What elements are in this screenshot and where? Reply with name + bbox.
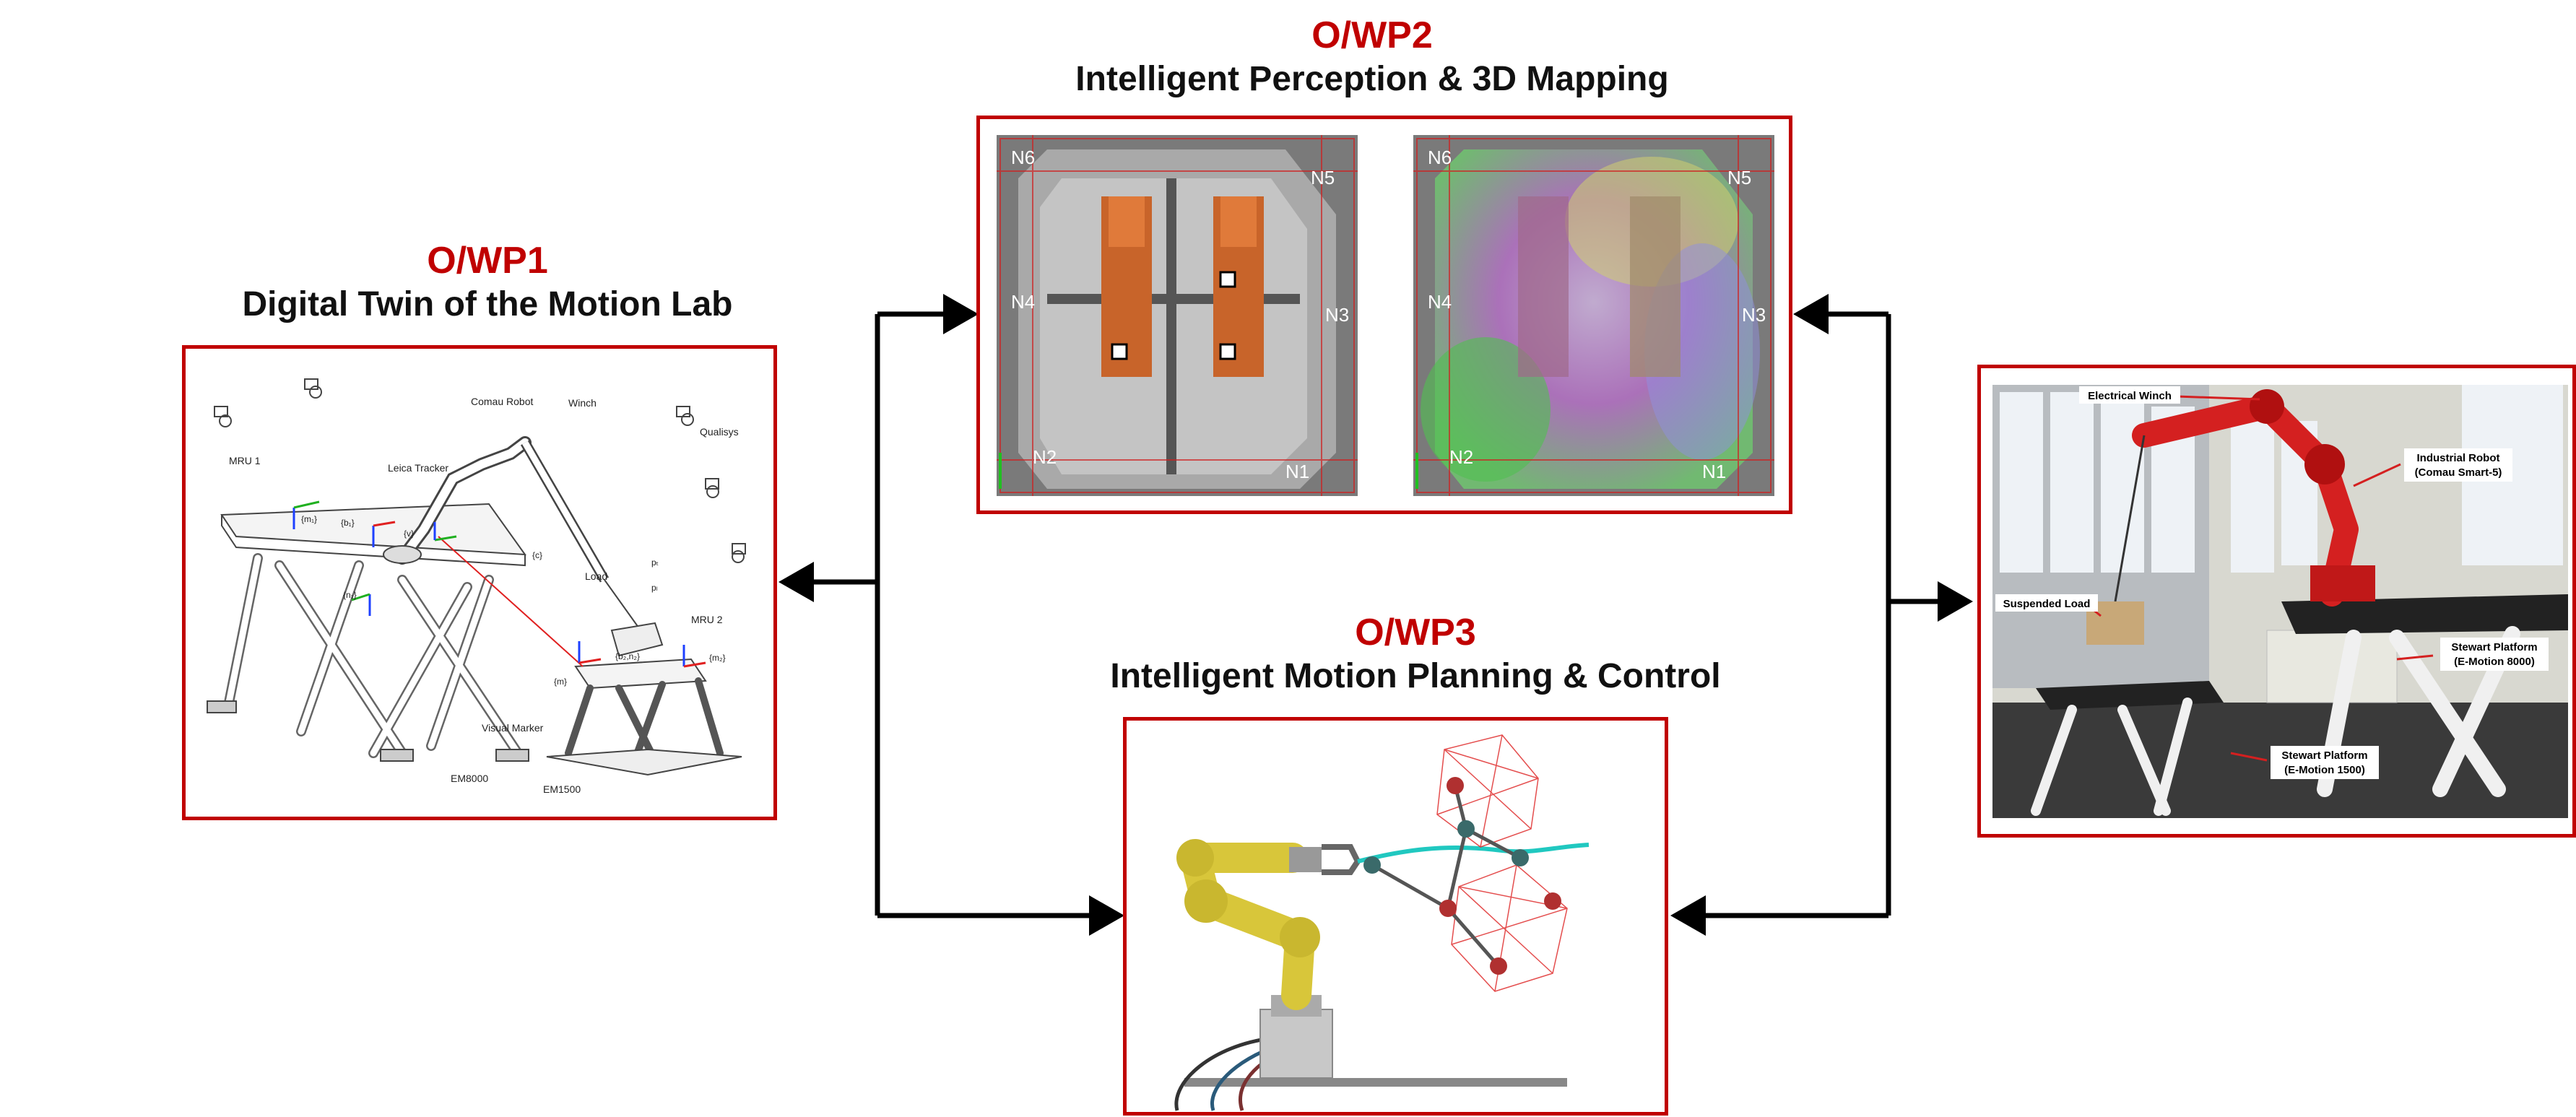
wp1-label: O/WP1 (427, 240, 548, 282)
map2-node-n2: N2 (1449, 446, 1473, 468)
label-stewart-8000-l2: (E-Motion 8000) (2454, 656, 2535, 668)
point-pt: pₜ (651, 557, 659, 568)
label-leica-tracker: Leica Tracker (388, 462, 448, 474)
wp1-panel: Comau Robot Winch Qualisys MRU 1 Leica T… (182, 345, 777, 820)
map1-node-n3: N3 (1325, 304, 1349, 326)
leica-laser-beam (438, 536, 584, 667)
em1500-top-plate (574, 658, 707, 690)
qualisys-camera-icon (214, 378, 746, 563)
map2-node-n4: N4 (1428, 291, 1452, 313)
frame-b2n2: {b₂,n₂} (615, 651, 640, 661)
grayscale-map: N6 N5 N4 N3 N2 N1 (997, 135, 1358, 496)
label-electrical-winch: Electrical Winch (2088, 390, 2172, 402)
map1-node-n6: N6 (1011, 147, 1035, 168)
label-load: Load (585, 570, 607, 582)
motion-planning-render (1174, 734, 1590, 1111)
color-feature-map: N6 N5 N4 N3 N2 N1 (1413, 135, 1774, 496)
label-stewart-1500-l1: Stewart Platform (2281, 749, 2367, 762)
label-industrial-robot: Industrial Robot (2417, 452, 2500, 464)
label-winch: Winch (568, 397, 597, 409)
label-stewart-1500-l2: (E-Motion 1500) (2284, 764, 2365, 776)
wp3-title: Intelligent Motion Planning & Control (1110, 657, 1721, 695)
point-pl: pₗ (651, 583, 658, 593)
map2-node-n3: N3 (1742, 304, 1766, 326)
robot-base (1259, 1009, 1333, 1079)
map1-node-n5: N5 (1311, 167, 1335, 188)
map2-node-n6: N6 (1428, 147, 1452, 168)
label-stewart-8000-l1: Stewart Platform (2451, 641, 2537, 653)
emotion-1500-platform (2036, 681, 2224, 710)
digital-twin-schematic: Comau Robot Winch Qualisys MRU 1 Leica T… (207, 378, 746, 795)
frame-c: {c} (532, 550, 542, 560)
wp3-title-block: O/WP3 Intelligent Motion Planning & Cont… (1054, 610, 1777, 698)
wp2-panel: N6 N5 N4 N3 N2 N1 N6 (976, 116, 1792, 514)
label-em1500: EM1500 (543, 783, 581, 795)
frame-v: {v} (404, 529, 414, 539)
wp2-label: O/WP2 (1311, 14, 1433, 56)
label-qualisys: Qualisys (700, 426, 739, 438)
frame-b1: {b₁} (341, 518, 355, 528)
map1-node-n2: N2 (1033, 446, 1057, 468)
obstacle-polytope-1 (1436, 734, 1539, 848)
wp2-title-block: O/WP2 Intelligent Perception & 3D Mappin… (968, 13, 1777, 101)
label-em8000: EM8000 (451, 773, 488, 784)
frame-m1: {m₁} (301, 514, 317, 524)
wp2-title: Intelligent Perception & 3D Mapping (1075, 60, 1669, 98)
label-comau-smart5: (Comau Smart-5) (2415, 466, 2502, 479)
wp3-label: O/WP3 (1355, 612, 1476, 653)
frame-m: {m} (554, 677, 567, 687)
map2-node-n1: N1 (1702, 461, 1726, 482)
label-suspended-load: Suspended Load (2003, 598, 2091, 610)
map1-node-n1: N1 (1285, 461, 1309, 482)
label-mru1: MRU 1 (229, 455, 261, 466)
label-visual-marker: Visual Marker (482, 722, 544, 734)
map2-node-n5: N5 (1727, 167, 1751, 188)
obstacle-polytope-2 (1451, 864, 1568, 992)
label-mru2: MRU 2 (691, 614, 723, 625)
frame-m2: {m₂} (709, 653, 726, 663)
lab-photo-panel: Electrical Winch Industrial Robot (Comau… (1977, 365, 2576, 838)
map1-node-n4: N4 (1011, 291, 1035, 313)
frame-n1: {n₁} (343, 590, 357, 600)
emotion-8000-platform (2281, 594, 2568, 634)
motion-lab-photo: Electrical Winch Industrial Robot (Comau… (1992, 385, 2568, 818)
load-box (610, 622, 664, 657)
label-comau-robot: Comau Robot (471, 396, 533, 407)
wp1-title: Digital Twin of the Motion Lab (242, 285, 733, 323)
planned-trajectory (1357, 843, 1590, 864)
wp3-panel (1123, 717, 1668, 1116)
wp1-title-block: O/WP1 Digital Twin of the Motion Lab (181, 238, 794, 326)
